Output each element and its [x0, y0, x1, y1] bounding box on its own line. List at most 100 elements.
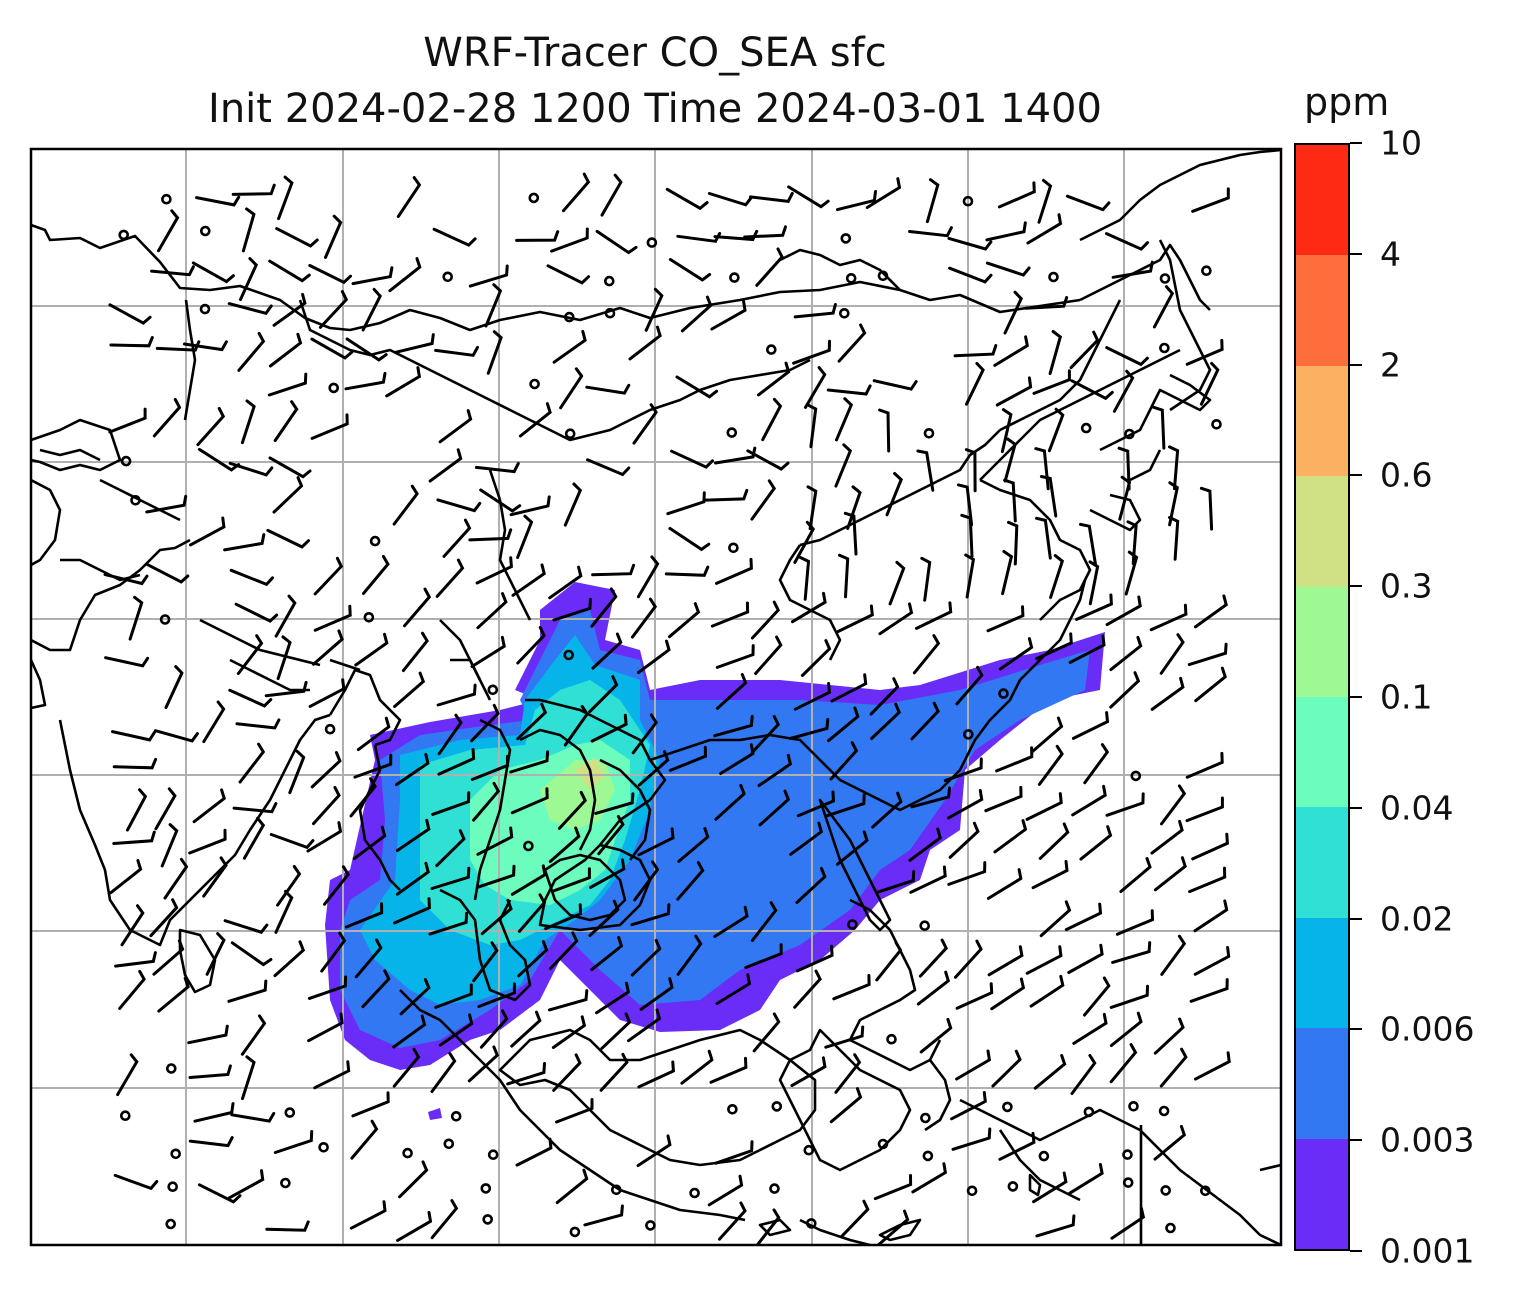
wind-barb: [396, 176, 422, 218]
wind-barb: [1194, 1051, 1231, 1081]
colorbar-segment: [1296, 144, 1348, 256]
wind-barb: [392, 484, 419, 526]
colorbar-tick-label: 4: [1380, 234, 1401, 274]
wind-barb: [269, 833, 315, 850]
wind-barb: [670, 449, 714, 469]
calm-wind-circle: [1211, 418, 1222, 430]
wind-barb: [434, 345, 479, 357]
calm-wind-circle: [1159, 342, 1170, 354]
calm-wind-circle: [765, 344, 777, 355]
wind-barb: [713, 905, 749, 938]
wind-barb: [438, 1013, 474, 1047]
wind-barb: [552, 330, 587, 364]
calm-wind-circle: [877, 270, 889, 282]
calm-wind-circle: [845, 272, 857, 284]
calm-wind-circle: [1124, 428, 1135, 440]
wind-barb: [987, 945, 1024, 977]
wind-barb: [804, 366, 827, 409]
wind-barb: [149, 898, 179, 938]
wind-barb: [1153, 1124, 1187, 1161]
wind-barb: [911, 1162, 948, 1194]
wind-barb: [1150, 819, 1184, 855]
colorbar-tick-label: 0.003: [1380, 1120, 1475, 1160]
wind-barb: [1105, 792, 1145, 817]
wind-barb: [231, 183, 276, 196]
wind-barb: [750, 901, 778, 942]
wind-barb: [205, 932, 226, 976]
wind-barb: [1032, 369, 1071, 395]
wind-barb: [710, 299, 747, 331]
wind-barb: [120, 904, 145, 947]
wind-barb: [510, 864, 547, 896]
wind-barb: [878, 602, 914, 636]
colorbar-tick-label: 0.02: [1380, 899, 1454, 939]
wind-barb: [590, 587, 618, 628]
calm-wind-circle: [1122, 1177, 1134, 1188]
wind-barb: [557, 790, 588, 830]
wind-barb: [835, 830, 869, 866]
wind-barb: [1119, 857, 1152, 893]
wind-barb: [1038, 822, 1070, 860]
wind-barb: [154, 729, 199, 743]
wind-barb: [103, 573, 149, 586]
wind-barb: [393, 671, 426, 708]
wind-barb: [637, 827, 675, 857]
wind-barb: [515, 1137, 553, 1167]
wind-barb: [1071, 784, 1107, 817]
wind-barb: [985, 221, 1027, 242]
wind-barb: [472, 781, 501, 822]
wind-barb: [154, 787, 177, 831]
wind-barb: [761, 397, 783, 442]
wind-barb: [318, 290, 349, 329]
calm-wind-circle: [165, 1218, 176, 1230]
wind-barb: [719, 743, 755, 775]
wind-barb: [307, 975, 348, 1000]
wind-barb: [707, 192, 753, 207]
colorbar-tick: [1350, 363, 1362, 366]
wind-barb: [1048, 330, 1063, 375]
wind-barb: [1153, 1017, 1185, 1055]
wind-barb: [195, 195, 241, 207]
wind-barb: [1112, 369, 1135, 413]
wind-barb: [836, 190, 877, 212]
wind-barb: [758, 789, 791, 827]
calm-wind-circle: [161, 193, 172, 205]
calm-wind-circle: [487, 684, 499, 696]
calm-wind-circle: [922, 1150, 934, 1162]
wind-barb: [1150, 676, 1185, 711]
wind-barb: [637, 750, 670, 787]
calm-wind-circle: [646, 237, 658, 248]
wind-barb: [1079, 825, 1113, 861]
wind-barb: [680, 1049, 714, 1085]
wind-barb: [430, 1051, 457, 1093]
wind-barb: [1115, 909, 1155, 936]
coastlines: [31, 149, 1281, 1245]
wind-barb: [912, 634, 941, 675]
wind-barb: [793, 682, 831, 711]
wind-barb: [995, 746, 1034, 773]
wind-barb: [510, 787, 549, 815]
wind-barb: [1105, 346, 1149, 367]
wind-barb: [236, 634, 264, 675]
wind-barb: [1031, 860, 1069, 890]
wind-barb: [1088, 560, 1100, 606]
wind-barb: [754, 635, 783, 675]
wind-barb: [839, 1199, 870, 1239]
calm-wind-circle: [120, 1110, 131, 1121]
wind-barb: [713, 229, 759, 242]
wind-barb: [323, 865, 350, 906]
wind-barb: [361, 287, 383, 332]
colorbar-segment: [1296, 1028, 1348, 1139]
wind-barb: [288, 749, 306, 795]
wind-barb: [755, 247, 784, 287]
wind-barb: [468, 528, 513, 542]
wind-barb: [267, 372, 308, 397]
wind-barb: [484, 283, 503, 328]
wind-barb: [948, 266, 993, 284]
wind-barb: [795, 866, 827, 904]
wind-barb: [715, 644, 755, 669]
wind-barb: [228, 688, 273, 708]
wind-barb: [1189, 978, 1229, 1003]
wind-barb: [1003, 478, 1017, 523]
